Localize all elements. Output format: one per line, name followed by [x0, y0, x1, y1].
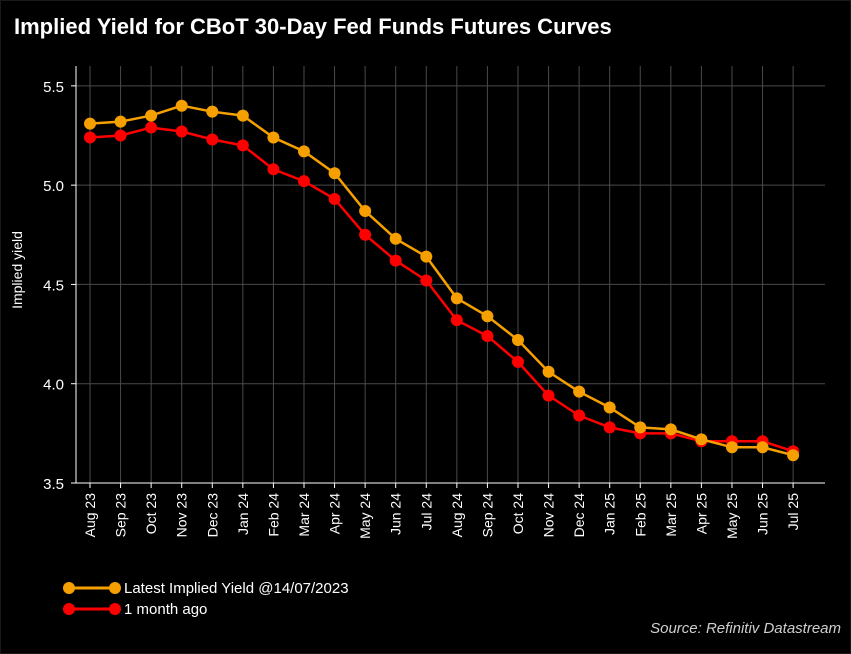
data-point-month-ago	[145, 121, 158, 134]
x-tick-label: May 25	[724, 493, 740, 539]
x-tick-label: Nov 23	[174, 493, 190, 538]
x-tick-label: Jun 24	[388, 493, 404, 535]
legend-label-latest: Latest Implied Yield @14/07/2023	[124, 580, 349, 597]
source-note: Source: Refinitiv Datastream	[650, 620, 841, 637]
data-point-latest	[420, 250, 433, 263]
x-tick-label: Sep 24	[479, 493, 495, 538]
legend-entry-latest: Latest Implied Yield @14/07/2023	[62, 578, 349, 599]
data-point-latest	[603, 401, 616, 414]
series-group	[84, 99, 800, 462]
data-point-latest	[297, 145, 310, 158]
series-line-month-ago	[89, 126, 794, 453]
data-point-latest	[145, 109, 158, 122]
data-point-latest	[389, 232, 402, 245]
data-point-month-ago	[420, 274, 433, 287]
axes	[71, 66, 825, 488]
x-tick-label: Dec 23	[204, 493, 220, 538]
legend-swatch-latest	[63, 582, 121, 594]
x-tick-label: Jul 25	[785, 493, 801, 531]
x-tick-label: Apr 25	[693, 493, 709, 534]
data-point-month-ago	[206, 133, 219, 146]
data-point-month-ago	[359, 228, 372, 241]
data-point-latest	[756, 441, 769, 454]
legend-swatch-month-ago	[63, 603, 121, 615]
data-point-month-ago	[175, 125, 188, 138]
data-point-latest	[206, 105, 219, 118]
x-tick-label: Jan 24	[235, 493, 251, 535]
data-point-latest	[114, 115, 127, 128]
data-point-month-ago	[297, 175, 310, 188]
y-tick-label: 4.0	[43, 377, 64, 394]
data-point-month-ago	[603, 421, 616, 434]
data-point-latest	[175, 99, 188, 112]
data-point-latest	[481, 310, 494, 323]
y-tick-labels: 3.5 4.0 4.5 5.0 5.5	[43, 79, 64, 493]
y-axis-label: Implied yield	[9, 231, 25, 309]
x-tick-label: Mar 24	[296, 493, 312, 537]
data-point-latest	[787, 449, 800, 462]
data-point-latest	[84, 117, 96, 130]
data-point-month-ago	[542, 389, 555, 402]
x-tick-label: Mar 25	[663, 493, 679, 537]
y-tick-label: 5.0	[43, 178, 64, 195]
y-tick-label: 3.5	[43, 476, 64, 493]
chart-title: Implied Yield for CBoT 30-Day Fed Funds …	[14, 14, 612, 39]
data-point-month-ago	[267, 163, 280, 176]
data-point-month-ago	[450, 314, 463, 327]
data-point-latest	[634, 421, 647, 434]
data-point-latest	[450, 292, 463, 305]
data-point-latest	[267, 131, 280, 144]
x-tick-label: Jul 24	[418, 493, 434, 531]
data-point-latest	[725, 441, 738, 454]
x-tick-label: Apr 24	[327, 493, 343, 534]
x-tick-label: Sep 23	[113, 493, 129, 538]
data-point-month-ago	[573, 409, 586, 422]
data-point-latest	[542, 365, 555, 378]
x-tick-label: Dec 24	[571, 493, 587, 538]
legend: Latest Implied Yield @14/07/2023 1 month…	[62, 578, 349, 620]
y-tick-label: 4.5	[43, 277, 64, 294]
data-point-month-ago	[236, 139, 249, 152]
data-point-month-ago	[114, 129, 127, 142]
data-point-month-ago	[481, 330, 494, 343]
x-tick-label: Jan 25	[602, 493, 618, 535]
series-line-latest	[89, 104, 794, 457]
data-point-latest	[573, 385, 586, 398]
x-tick-label: Oct 23	[143, 493, 159, 534]
x-tick-labels: Aug 23 Sep 23 Oct 23 Nov 23 Dec 23 Jan 24 Feb …	[82, 493, 801, 539]
data-point-latest	[695, 433, 708, 446]
x-tick-label: Feb 24	[265, 493, 281, 537]
data-point-month-ago	[511, 355, 524, 368]
y-tick-label: 5.5	[43, 79, 64, 96]
data-point-month-ago	[84, 131, 96, 144]
x-tick-label: Aug 23	[82, 493, 98, 538]
data-point-latest	[511, 334, 524, 347]
data-point-month-ago	[389, 254, 402, 267]
x-tick-label: May 24	[357, 493, 373, 539]
data-point-latest	[359, 204, 372, 217]
x-tick-label: Feb 25	[632, 493, 648, 537]
data-point-latest	[236, 109, 249, 122]
x-tick-label: Aug 24	[449, 493, 465, 538]
x-tick-label: Nov 24	[541, 493, 557, 538]
x-tick-label: Oct 24	[510, 493, 526, 534]
legend-entry-month-ago: 1 month ago	[62, 599, 349, 620]
legend-label-month-ago: 1 month ago	[124, 601, 208, 618]
data-point-latest	[664, 423, 677, 436]
data-point-latest	[328, 167, 341, 180]
gridlines	[76, 66, 825, 483]
data-point-month-ago	[328, 193, 341, 206]
x-tick-label: Jun 25	[755, 493, 771, 535]
